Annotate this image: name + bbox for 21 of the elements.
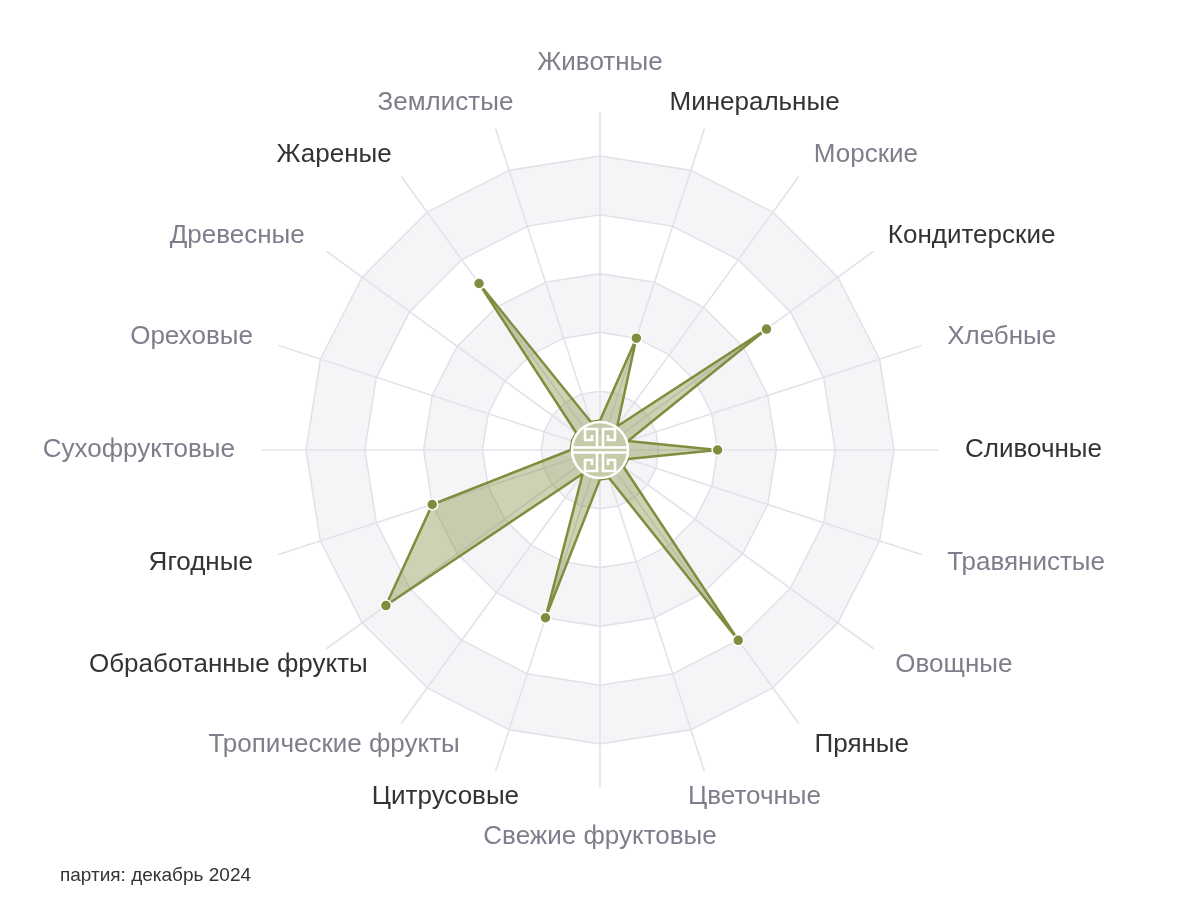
spoke-label: Сливочные xyxy=(965,433,1102,464)
spoke-label: Кондитерские xyxy=(887,218,1056,249)
spoke-label: Свежие фруктовые xyxy=(483,820,717,851)
spoke-label: Ягодные xyxy=(148,545,253,576)
spoke-label: Древесные xyxy=(169,218,305,249)
spoke-label: Жареные xyxy=(276,137,392,168)
spoke-label: Хлебные xyxy=(947,320,1057,351)
spoke-label: Обработанные фрукты xyxy=(89,647,368,678)
spoke-label: Ореховые xyxy=(130,320,253,351)
spoke-label: Сухофруктовые xyxy=(42,433,235,464)
spoke-label: Травянистые xyxy=(947,545,1106,576)
spoke-label: Минеральные xyxy=(669,86,840,117)
spoke-label: Землистые xyxy=(377,86,514,117)
spoke-label: Животные xyxy=(537,46,663,77)
spoke-label: Пряные xyxy=(814,728,909,759)
spoke-label: Цитрусовые xyxy=(371,780,520,811)
spoke-label: Морские xyxy=(813,137,918,168)
spoke-label: Цветочные xyxy=(688,780,822,811)
spoke-label: Тропические фрукты xyxy=(208,728,460,759)
spoke-label: Овощные xyxy=(895,647,1013,678)
text: партия: декабрь 2024 xyxy=(60,864,252,886)
